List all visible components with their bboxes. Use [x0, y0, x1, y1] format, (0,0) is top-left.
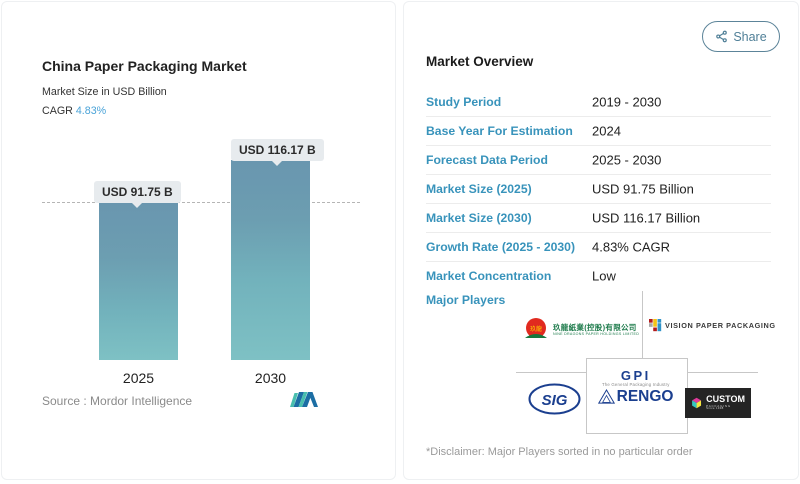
svg-text:玖龍: 玖龍 [530, 325, 542, 333]
svg-text:SIG: SIG [542, 392, 568, 409]
